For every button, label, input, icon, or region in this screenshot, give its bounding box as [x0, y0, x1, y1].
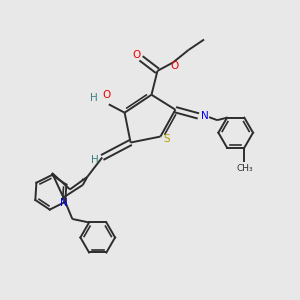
Text: H: H	[90, 93, 98, 103]
Text: O: O	[103, 90, 111, 100]
Text: N: N	[201, 111, 209, 121]
Text: O: O	[132, 50, 141, 60]
Text: S: S	[164, 134, 170, 144]
Text: H: H	[91, 155, 99, 165]
Text: O: O	[170, 61, 178, 71]
Text: N: N	[59, 199, 67, 208]
Text: CH₃: CH₃	[237, 164, 253, 173]
